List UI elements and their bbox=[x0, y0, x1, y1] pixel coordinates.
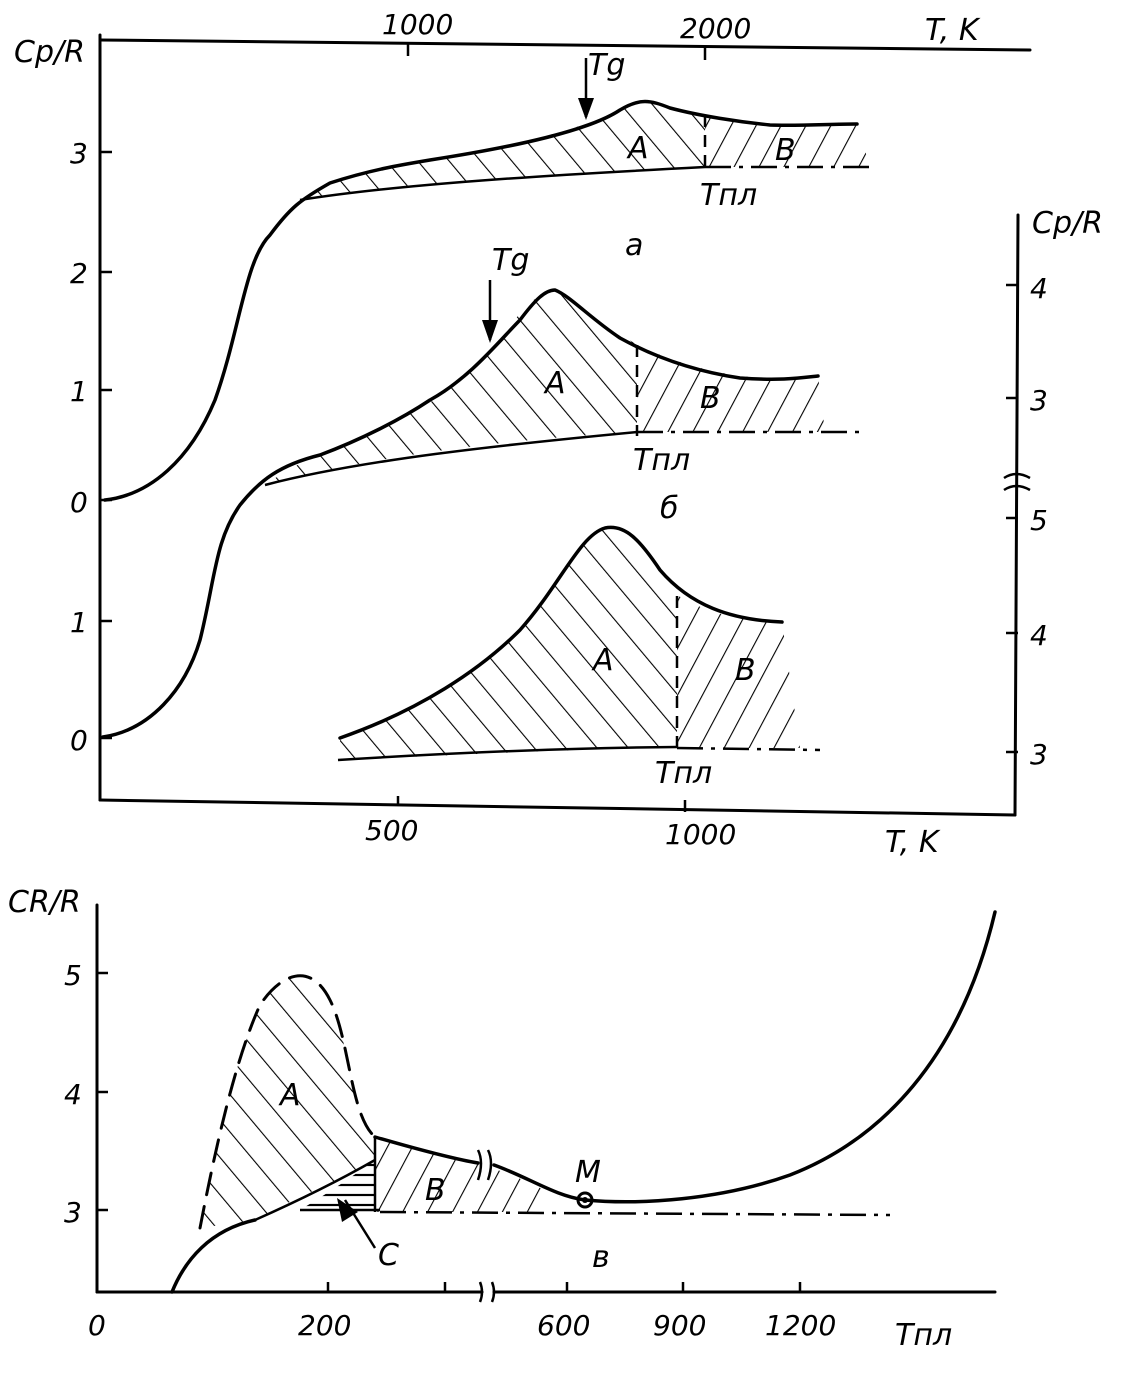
v-region-A bbox=[200, 976, 375, 1228]
b-region-A-label: A bbox=[543, 366, 566, 401]
bottom-x-axis-label: T, K bbox=[885, 825, 941, 860]
v-region-C bbox=[300, 1160, 375, 1210]
panel-b: Tg A B Tпл б bbox=[101, 243, 862, 739]
b2-region-B bbox=[677, 595, 800, 748]
a-ytick-3: 3 bbox=[70, 137, 88, 170]
v-c-arrowhead bbox=[337, 1198, 358, 1222]
v-xtick-200: 200 bbox=[298, 1309, 351, 1342]
b-panel-label: б bbox=[660, 491, 679, 526]
a-main-curve bbox=[103, 99, 859, 502]
upper-y-axis-label: Cp/R bbox=[14, 35, 85, 70]
b2-region-A-label: A bbox=[591, 643, 614, 678]
v-ytick-4: 4 bbox=[64, 1078, 82, 1111]
panel-v: M A B C в bbox=[170, 910, 997, 1294]
b2-baseline bbox=[337, 745, 678, 762]
bottom-tick-1000: 1000 bbox=[665, 818, 736, 851]
b-tg-arrowhead bbox=[482, 320, 498, 343]
v-xtick-600: 600 bbox=[537, 1309, 590, 1342]
v-panel-label: в bbox=[592, 1240, 610, 1275]
v-region-B bbox=[375, 1137, 560, 1212]
v-ytick-3: 3 bbox=[64, 1196, 82, 1229]
lower-frame: CR/R 5 4 3 0 200 600 900 1200 Tпл bbox=[8, 885, 997, 1353]
a-region-A-label: A bbox=[626, 131, 649, 166]
right-ytick-3: 3 bbox=[1030, 384, 1048, 417]
a-region-B-label: B bbox=[775, 133, 796, 168]
b-baseline bbox=[264, 430, 638, 487]
a-ytick-1: 1 bbox=[70, 375, 88, 408]
v-point-M-label: M bbox=[575, 1155, 601, 1190]
v-curve-break bbox=[476, 1149, 493, 1181]
upper-bottom-ticks bbox=[396, 796, 687, 812]
panel-b2: A B Tпл bbox=[337, 525, 821, 791]
upper-right-y-axis bbox=[1013, 213, 1020, 817]
upper-top-x-axis bbox=[98, 38, 1032, 52]
right-ytick-5: 5 bbox=[1030, 504, 1048, 537]
a-tg-arrowhead bbox=[578, 98, 594, 120]
upper-top-ticks bbox=[406, 44, 707, 60]
right-ytick-3b: 3 bbox=[1030, 738, 1048, 771]
a-region-A bbox=[300, 100, 705, 200]
upper-bottom-x-axis bbox=[98, 798, 1017, 817]
b-ytick-1: 1 bbox=[70, 606, 88, 639]
a-baseline bbox=[299, 165, 706, 202]
lower-y-axis-label: CR/R bbox=[8, 885, 81, 920]
right-axis-break bbox=[1003, 472, 1031, 492]
b-tg-label: Tg bbox=[492, 243, 529, 278]
top-tick-1000: 1000 bbox=[382, 8, 453, 41]
a-ytick-2: 2 bbox=[70, 257, 88, 290]
v-xtick-0: 0 bbox=[88, 1309, 106, 1342]
v-region-C-boundary bbox=[254, 1158, 376, 1222]
b-region-A bbox=[265, 290, 637, 485]
v-region-A-dashed-boundary bbox=[198, 974, 377, 1230]
bottom-tick-500: 500 bbox=[365, 814, 418, 847]
v-region-C-label: C bbox=[378, 1238, 399, 1273]
v-melt-curve bbox=[373, 1135, 480, 1165]
a-region-B bbox=[705, 116, 870, 167]
lower-x-ticks bbox=[326, 1282, 802, 1292]
b-ytick-0: 0 bbox=[70, 724, 88, 757]
lower-x-axis-label: Tпл bbox=[895, 1318, 952, 1353]
v-point-M-core bbox=[582, 1197, 588, 1203]
lower-x-axis-break bbox=[478, 1281, 496, 1303]
panel-a: Tg A B Tпл а bbox=[103, 48, 875, 502]
upper-left-ticks bbox=[100, 150, 112, 740]
v-main-curve bbox=[170, 1218, 257, 1294]
b2-main-curve bbox=[338, 525, 784, 740]
right-ytick-4b: 4 bbox=[1030, 619, 1048, 652]
v-baseline-extrapolation bbox=[379, 1210, 891, 1217]
v-ytick-5: 5 bbox=[64, 959, 82, 992]
b-melting-label: Tпл bbox=[633, 443, 690, 478]
b2-baseline-extrapolation bbox=[676, 746, 821, 752]
a-panel-label: а bbox=[625, 228, 643, 263]
lower-y-ticks bbox=[97, 971, 108, 1212]
right-ytick-4: 4 bbox=[1030, 272, 1048, 305]
v-point-M bbox=[576, 1191, 594, 1209]
v-region-B-label: B bbox=[425, 1173, 446, 1208]
b-region-B-label: B bbox=[700, 381, 721, 416]
v-xtick-900: 900 bbox=[653, 1309, 706, 1342]
a-tg-label: Tg bbox=[588, 48, 625, 83]
b2-region-B-label: B bbox=[735, 653, 756, 688]
top-tick-2000: 2000 bbox=[680, 12, 751, 45]
upper-frame: Cp/R T, K 1000 2000 3 2 1 0 1 0 Cp/R 4 3… bbox=[14, 8, 1103, 860]
upper-right-ticks bbox=[1006, 283, 1018, 754]
v-high-t-curve bbox=[492, 910, 997, 1204]
b2-melting-label: Tпл bbox=[655, 756, 712, 791]
v-xtick-1200: 1200 bbox=[765, 1309, 836, 1342]
right-y-axis-label: Cp/R bbox=[1032, 206, 1103, 241]
top-x-axis-label: T, K bbox=[925, 13, 981, 48]
b2-region-A bbox=[340, 527, 677, 760]
b-main-curve bbox=[101, 288, 820, 739]
a-melting-label: Tпл bbox=[700, 178, 757, 213]
v-region-A-label: A bbox=[278, 1078, 301, 1113]
a-ytick-0: 0 bbox=[70, 486, 88, 519]
